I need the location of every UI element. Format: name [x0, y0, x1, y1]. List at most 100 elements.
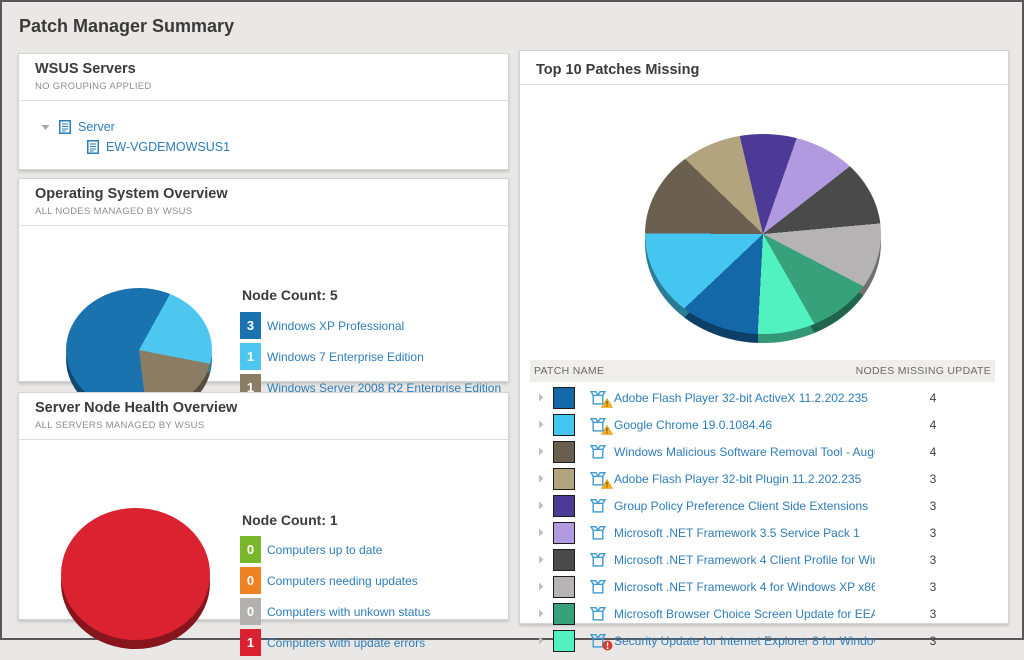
- legend-count-badge: 3: [240, 312, 261, 339]
- legend-label-link[interactable]: Windows Server 2008 R2 Enterprise Editio…: [267, 380, 502, 395]
- patch-icon-group: [589, 579, 607, 594]
- top-patches-panel: Top 10 Patches Missing PATCH NAME NODES …: [519, 50, 1009, 652]
- expand-chevron-icon[interactable]: [538, 636, 544, 645]
- patches-table-rows: Adobe Flash Player 32-bit ActiveX 11.2.2…: [520, 384, 1008, 654]
- patch-icon-group: [589, 525, 607, 540]
- legend-item: 0 Computers up to date: [240, 536, 430, 563]
- patch-name-link[interactable]: Windows Malicious Software Removal Tool …: [614, 444, 875, 459]
- expand-chevron-icon[interactable]: [538, 528, 544, 537]
- legend-count-badge: 1: [240, 629, 261, 656]
- patch-table-row: Group Policy Preference Client Side Exte…: [520, 492, 1008, 519]
- patch-table-row: Microsoft .NET Framework 4 Client Profil…: [520, 546, 1008, 573]
- tree-row-wsus-server: EW-VGDEMOWSUS1: [41, 137, 508, 157]
- column-patch-name: PATCH NAME: [534, 365, 605, 377]
- legend-count-badge: 1: [240, 343, 261, 370]
- package-icon: [589, 444, 607, 459]
- package-icon: [589, 552, 607, 567]
- series-color-swatch: [553, 629, 575, 652]
- os-node-count: Node Count: 5: [242, 287, 338, 303]
- nodes-missing-count: 3: [929, 498, 937, 513]
- patch-name-link[interactable]: Group Policy Preference Client Side Exte…: [614, 498, 869, 513]
- nodes-missing-count: 4: [929, 444, 937, 459]
- tree-link-server[interactable]: Server: [78, 120, 115, 134]
- health-legend: 0 Computers up to date 0 Computers needing …: [240, 536, 430, 660]
- error-icon: [602, 640, 613, 651]
- series-color-swatch: [553, 467, 575, 490]
- os-overview-panel: Operating System Overview ALL NODES MANA…: [18, 178, 509, 421]
- pie-slices: [645, 134, 881, 334]
- page-title: Patch Manager Summary: [19, 16, 235, 36]
- nodes-missing-count: 3: [929, 471, 937, 486]
- patch-table-row: Security Update for Internet Explorer 8 …: [520, 627, 1008, 654]
- nodes-missing-count: 4: [929, 390, 937, 405]
- series-color-swatch: [553, 602, 575, 625]
- wsus-panel-subtitle: NO GROUPING APPLIED: [35, 81, 152, 92]
- patch-name-link[interactable]: Security Update for Internet Explorer 8 …: [614, 633, 875, 648]
- tree-link-wsus-server[interactable]: EW-VGDEMOWSUS1: [106, 140, 231, 154]
- patch-icon-group: [589, 390, 613, 408]
- health-panel-title: Server Node Health Overview: [35, 400, 238, 416]
- expand-chevron-icon[interactable]: [538, 609, 544, 618]
- pie-slices: [66, 288, 212, 412]
- series-color-swatch: [553, 494, 575, 517]
- legend-label-link[interactable]: Computers up to date: [267, 542, 383, 557]
- os-panel-subtitle: ALL NODES MANAGED BY WSUS: [35, 206, 193, 217]
- server-health-panel: Server Node Health Overview ALL SERVERS …: [18, 392, 509, 656]
- patch-name-link[interactable]: Adobe Flash Player 32-bit ActiveX 11.2.2…: [614, 390, 868, 405]
- patch-name-link[interactable]: Microsoft .NET Framework 4 Client Profil…: [614, 552, 875, 567]
- series-color-swatch: [553, 413, 575, 436]
- patch-table-row: Microsoft .NET Framework 4 for Windows X…: [520, 573, 1008, 600]
- server-tree: Server EW-VGDEMOWSUS1: [19, 101, 508, 157]
- nodes-missing-count: 3: [929, 552, 937, 567]
- warning-icon: [601, 425, 613, 435]
- expand-chevron-icon[interactable]: [538, 501, 544, 510]
- nodes-missing-count: 3: [929, 525, 937, 540]
- package-icon: [589, 498, 607, 513]
- package-icon: [589, 606, 607, 621]
- series-color-swatch: [553, 386, 575, 409]
- package-icon: [589, 417, 607, 432]
- wsus-panel-title: WSUS Servers: [35, 61, 136, 77]
- expand-chevron-icon[interactable]: [538, 447, 544, 456]
- patch-table-row: Windows Malicious Software Removal Tool …: [520, 438, 1008, 465]
- patch-name-link[interactable]: Microsoft .NET Framework 4 for Windows X…: [614, 579, 875, 594]
- warning-icon: [601, 398, 613, 408]
- patch-name-link[interactable]: Microsoft .NET Framework 3.5 Service Pac…: [614, 525, 860, 540]
- patch-table-row: Adobe Flash Player 32-bit ActiveX 11.2.2…: [520, 384, 1008, 411]
- column-nodes-missing: NODES MISSING UPDATE: [855, 365, 991, 377]
- legend-item: 0 Computers needing updates: [240, 567, 430, 594]
- patches-panel-title: Top 10 Patches Missing: [536, 62, 700, 78]
- nodes-missing-count: 4: [929, 417, 937, 432]
- legend-count-badge: 0: [240, 598, 261, 625]
- patch-name-link[interactable]: Google Chrome 19.0.1084.46: [614, 417, 773, 432]
- patch-name-link[interactable]: Adobe Flash Player 32-bit Plugin 11.2.20…: [614, 471, 862, 486]
- expand-chevron-icon[interactable]: [538, 582, 544, 591]
- package-icon: [589, 579, 607, 594]
- patches-table-header: PATCH NAME NODES MISSING UPDATE: [530, 360, 995, 382]
- server-document-icon: [59, 120, 71, 134]
- patch-icon-group: [589, 552, 607, 567]
- legend-label-link[interactable]: Windows 7 Enterprise Edition: [267, 349, 424, 364]
- expand-chevron-icon[interactable]: [538, 420, 544, 429]
- patch-table-row: Microsoft .NET Framework 3.5 Service Pac…: [520, 519, 1008, 546]
- collapse-arrow-icon[interactable]: [41, 124, 50, 131]
- expand-chevron-icon[interactable]: [538, 393, 544, 402]
- legend-label-link[interactable]: Windows XP Professional: [267, 318, 405, 333]
- legend-count-badge: 0: [240, 567, 261, 594]
- patch-table-row: Adobe Flash Player 32-bit Plugin 11.2.20…: [520, 465, 1008, 492]
- legend-label-link[interactable]: Computers with unkown status: [267, 604, 431, 619]
- patches-pie-chart: [645, 134, 881, 343]
- legend-label-link[interactable]: Computers needing updates: [267, 573, 418, 588]
- expand-chevron-icon[interactable]: [538, 555, 544, 564]
- patch-name-link[interactable]: Microsoft Browser Choice Screen Update f…: [614, 606, 875, 621]
- server-document-icon: [87, 140, 99, 154]
- legend-label-link[interactable]: Computers with update errors: [267, 635, 426, 650]
- patch-icon-group: [589, 417, 613, 435]
- patch-icon-group: [589, 471, 613, 489]
- patch-icon-group: [589, 498, 607, 513]
- legend-item: 1 Computers with update errors: [240, 629, 430, 656]
- health-panel-subtitle: ALL SERVERS MANAGED BY WSUS: [35, 420, 205, 431]
- expand-chevron-icon[interactable]: [538, 474, 544, 483]
- series-color-swatch: [553, 521, 575, 544]
